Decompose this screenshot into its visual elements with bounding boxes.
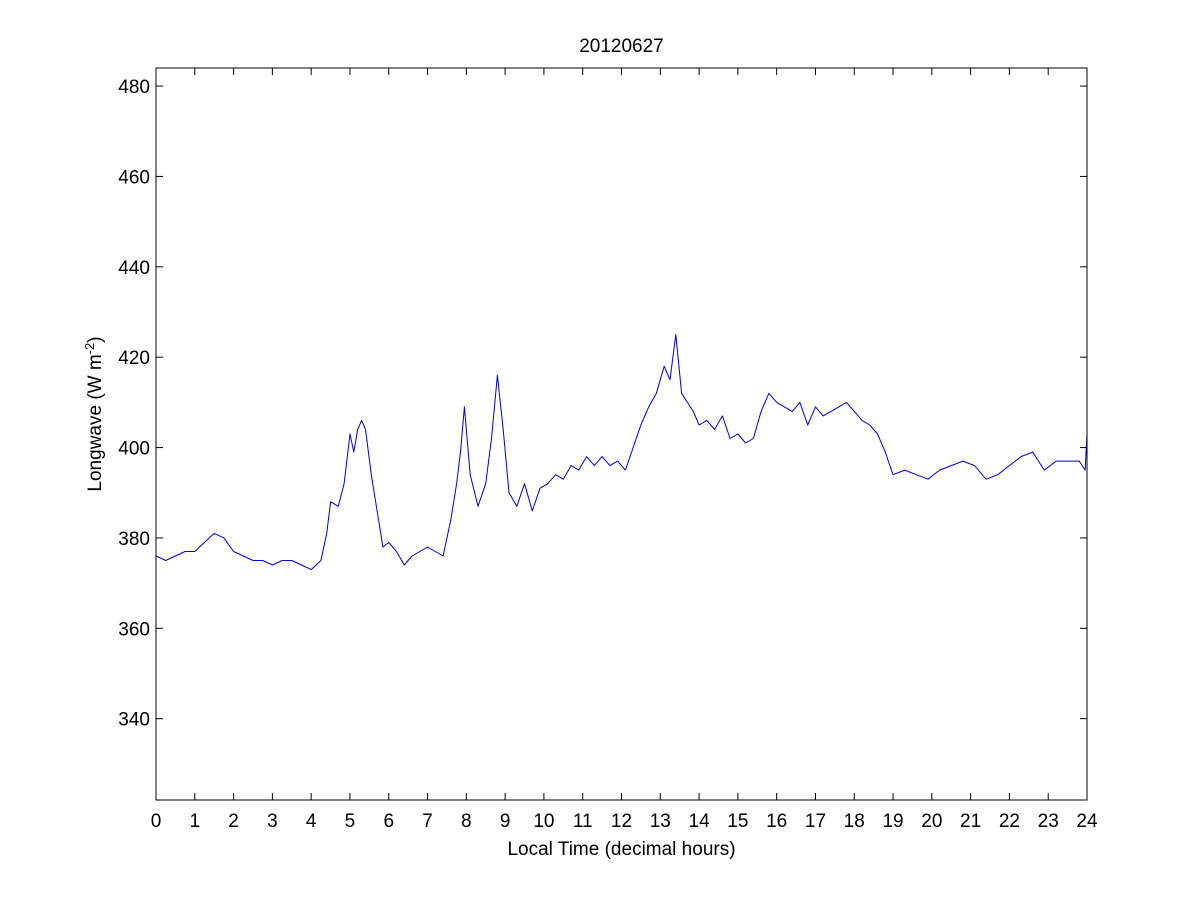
x-tick-label: 4 <box>306 811 317 832</box>
x-tick-label: 18 <box>844 811 865 832</box>
x-tick-label: 16 <box>766 811 787 832</box>
y-tick-label: 480 <box>118 77 150 98</box>
x-tick-label: 5 <box>345 811 356 832</box>
x-tick-label: 24 <box>1076 811 1098 832</box>
x-tick-label: 23 <box>1038 811 1059 832</box>
y-axis-title-superscript: -2 <box>82 343 97 355</box>
plot-area <box>155 334 1088 571</box>
y-axis-title-main: Longwave (W m <box>85 354 106 491</box>
x-tick-label: 0 <box>151 811 162 832</box>
y-tick-label: 460 <box>118 167 150 188</box>
x-tick-label: 8 <box>461 811 472 832</box>
x-axis-ticks: 0 1 2 3 4 5 6 7 8 9 10 11 12 13 14 15 16 17 18 19 20 21 22 23 24 <box>151 68 1098 832</box>
longwave-series-line <box>155 334 1088 571</box>
x-tick-label: 15 <box>727 811 748 832</box>
y-tick-label: 360 <box>118 619 150 640</box>
x-tick-label: 6 <box>383 811 394 832</box>
x-tick-label: 13 <box>650 811 671 832</box>
chart-title: 20120627 <box>579 36 664 57</box>
x-tick-label: 17 <box>805 811 826 832</box>
y-tick-label: 440 <box>118 258 150 279</box>
x-tick-label: 19 <box>882 811 903 832</box>
x-tick-label: 20 <box>921 811 942 832</box>
x-tick-label: 22 <box>999 811 1020 832</box>
x-tick-label: 1 <box>190 811 201 832</box>
y-axis-title-close: ) <box>85 336 106 342</box>
x-tick-label: 14 <box>689 811 711 832</box>
y-tick-label: 400 <box>118 439 150 460</box>
y-tick-label: 340 <box>118 710 150 731</box>
x-tick-label: 11 <box>573 811 593 832</box>
x-axis-title: Local Time (decimal hours) <box>507 839 735 860</box>
x-tick-label: 21 <box>960 811 981 832</box>
x-tick-label: 3 <box>267 811 278 832</box>
x-tick-label: 9 <box>500 811 511 832</box>
y-tick-label: 420 <box>118 348 150 369</box>
x-tick-label: 12 <box>611 811 632 832</box>
y-tick-label: 380 <box>118 529 150 550</box>
x-tick-label: 2 <box>228 811 239 832</box>
x-tick-label: 10 <box>533 811 554 832</box>
y-axis-title: Longwave (W m-2) <box>82 336 107 491</box>
x-tick-label: 7 <box>422 811 433 832</box>
y-axis-ticks: 340 360 380 400 420 440 460 480 <box>118 77 1087 731</box>
